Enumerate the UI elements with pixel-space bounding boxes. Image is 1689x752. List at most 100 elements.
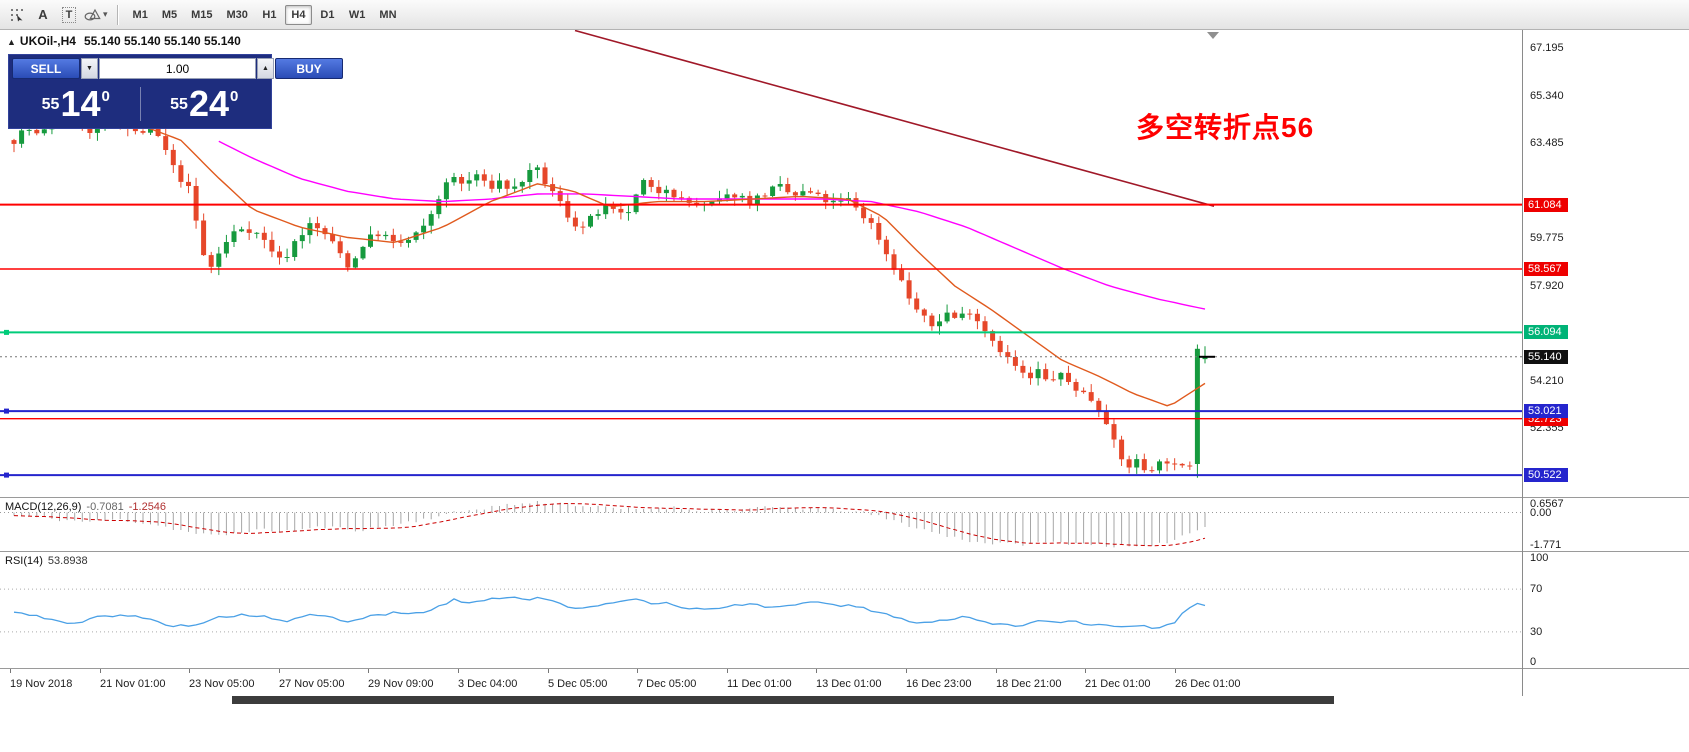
time-label: 26 Dec 01:00: [1175, 678, 1241, 690]
macd-histogram: [13, 501, 1206, 548]
rsi-value: 53.8938: [47, 555, 88, 567]
price-divider: [139, 86, 141, 121]
time-tick: [279, 669, 280, 673]
macd-axis-label: 0.00: [1530, 507, 1552, 519]
toolbar-separator: [116, 4, 119, 25]
price-badge: 53.021: [1524, 404, 1568, 418]
macd-axis-label: -1.771: [1530, 539, 1562, 551]
macd-axis: 0.6567 0.00 -1.771: [1522, 498, 1689, 551]
time-tick: [368, 669, 369, 673]
time-label: 3 Dec 04:00: [458, 678, 518, 690]
top-toolbar: A T ▾ M1 M5 M15 M30 H1 H4 D1 W1 MN: [0, 0, 1689, 30]
lot-increase-button[interactable]: ▲: [257, 58, 274, 79]
bid-small-digits: 55: [41, 96, 60, 113]
time-tick: [637, 669, 638, 673]
ask-pip-digit: 0: [230, 88, 239, 105]
macd-signal-value: -1.2546: [128, 501, 167, 513]
cursor-grid-icon[interactable]: [5, 4, 29, 26]
bid-pip-digit: 0: [101, 88, 110, 105]
timeframe-w1[interactable]: W1: [348, 8, 366, 21]
lot-decrease-button[interactable]: ▼: [81, 58, 98, 79]
macd-axis-label: 0.6567: [1530, 498, 1564, 510]
chart-title: ▲ UKOil-,H4 55.140 55.140 55.140 55.140: [7, 34, 241, 48]
price-tick: 57.920: [1530, 280, 1564, 292]
time-tick: [1085, 669, 1086, 673]
price-axis[interactable]: 67.195 65.340 63.485 59.775 57.920 54.210 52.3…: [1522, 30, 1689, 497]
time-label: 18 Dec 21:00: [996, 678, 1062, 690]
candles-layer: [11, 101, 1208, 478]
text-label-icon[interactable]: A: [31, 4, 55, 26]
chart-annotation-text: 多空转折点56: [1136, 112, 1315, 143]
bid-price[interactable]: 55 14 0: [12, 82, 140, 125]
macd-main-value: -0.7081: [86, 501, 124, 513]
rsi-canvas[interactable]: [0, 552, 1522, 668]
time-tick: [548, 669, 549, 673]
bottom-dark-bar: [232, 696, 1334, 704]
time-tick: [727, 669, 728, 673]
price-tick: 65.340: [1530, 90, 1564, 102]
axis-separator-line: [1522, 30, 1523, 696]
time-label: 23 Nov 05:00: [189, 678, 255, 690]
ma-slow-line: [218, 140, 1206, 310]
time-tick: [100, 669, 101, 673]
time-tick: [906, 669, 907, 673]
shapes-icon[interactable]: ▾: [83, 4, 109, 26]
time-tick: [996, 669, 997, 673]
drawing-tools-group: A T ▾: [4, 4, 110, 26]
price-tick: 67.195: [1530, 42, 1564, 54]
price-tick: 63.485: [1530, 137, 1564, 149]
ma-fast-line: [97, 108, 1206, 407]
trendline[interactable]: [574, 30, 1215, 207]
time-label: 11 Dec 01:00: [727, 678, 792, 690]
buy-button[interactable]: BUY: [275, 58, 343, 79]
time-label: 7 Dec 05:00: [637, 678, 697, 690]
text-label-glyph: A: [38, 7, 48, 22]
timeframe-m15[interactable]: M15: [191, 8, 213, 21]
timeframe-buttons: M1 M5 M15 M30 H1 H4 D1 W1 MN: [126, 4, 404, 25]
time-label: 29 Nov 09:00: [368, 678, 434, 690]
rsi-label: RSI(14) 53.8938: [5, 555, 88, 567]
time-label: 19 Nov 2018: [10, 678, 73, 690]
timeframe-h1[interactable]: H1: [262, 8, 277, 21]
ohlc-values: 55.140 55.140 55.140 55.140: [83, 34, 241, 48]
macd-panel[interactable]: MACD(12,26,9) -0.7081 -1.2546 0.6567 0.00 -1…: [0, 497, 1689, 551]
price-badge: 55.140: [1524, 350, 1568, 364]
time-label: 27 Nov 05:00: [279, 678, 345, 690]
trade-panel-toggle-icon[interactable]: ▲: [7, 37, 16, 47]
timeframe-d1[interactable]: D1: [320, 8, 335, 21]
sell-button[interactable]: SELL: [12, 58, 80, 79]
time-label: 13 Dec 01:00: [816, 678, 882, 690]
time-axis[interactable]: 19 Nov 2018 21 Nov 01:00 23 Nov 05:00 27 No…: [0, 668, 1689, 696]
timeframe-m1[interactable]: M1: [132, 8, 148, 21]
lot-size-input[interactable]: [99, 58, 256, 79]
ask-price[interactable]: 55 24 0: [141, 82, 269, 125]
time-tick: [10, 669, 11, 673]
time-tick: [189, 669, 190, 673]
rsi-panel[interactable]: RSI(14) 53.8938 100 70 30 0: [0, 551, 1689, 668]
text-box-glyph: T: [61, 6, 77, 23]
macd-label: MACD(12,26,9) -0.7081 -1.2546: [5, 501, 166, 513]
time-tick: [1175, 669, 1176, 673]
rsi-line: [13, 596, 1206, 630]
chart-shift-marker[interactable]: [1207, 32, 1219, 39]
price-badge: 58.567: [1524, 262, 1568, 276]
main-chart-panel[interactable]: ▲ UKOil-,H4 55.140 55.140 55.140 55.140 SE…: [0, 30, 1689, 497]
text-box-icon[interactable]: T: [57, 4, 81, 26]
rsi-axis-label: 100: [1530, 552, 1549, 564]
timeframe-mn[interactable]: MN: [379, 8, 397, 21]
timeframe-h4[interactable]: H4: [284, 4, 312, 25]
symbol-period-label: UKOil-,H4: [19, 34, 76, 48]
price-tick: 54.210: [1530, 375, 1564, 387]
price-tick: 59.775: [1530, 232, 1564, 244]
time-label: 16 Dec 23:00: [906, 678, 972, 690]
rsi-axis-label: 70: [1530, 583, 1543, 595]
rsi-axis: 100 70 30 0: [1522, 552, 1689, 668]
time-label: 21 Nov 01:00: [100, 678, 166, 690]
timeframe-m30[interactable]: M30: [226, 8, 248, 21]
macd-canvas[interactable]: [0, 498, 1522, 551]
macd-name: MACD(12,26,9): [5, 501, 82, 513]
timeframe-m5[interactable]: M5: [161, 8, 178, 21]
time-tick: [458, 669, 459, 673]
